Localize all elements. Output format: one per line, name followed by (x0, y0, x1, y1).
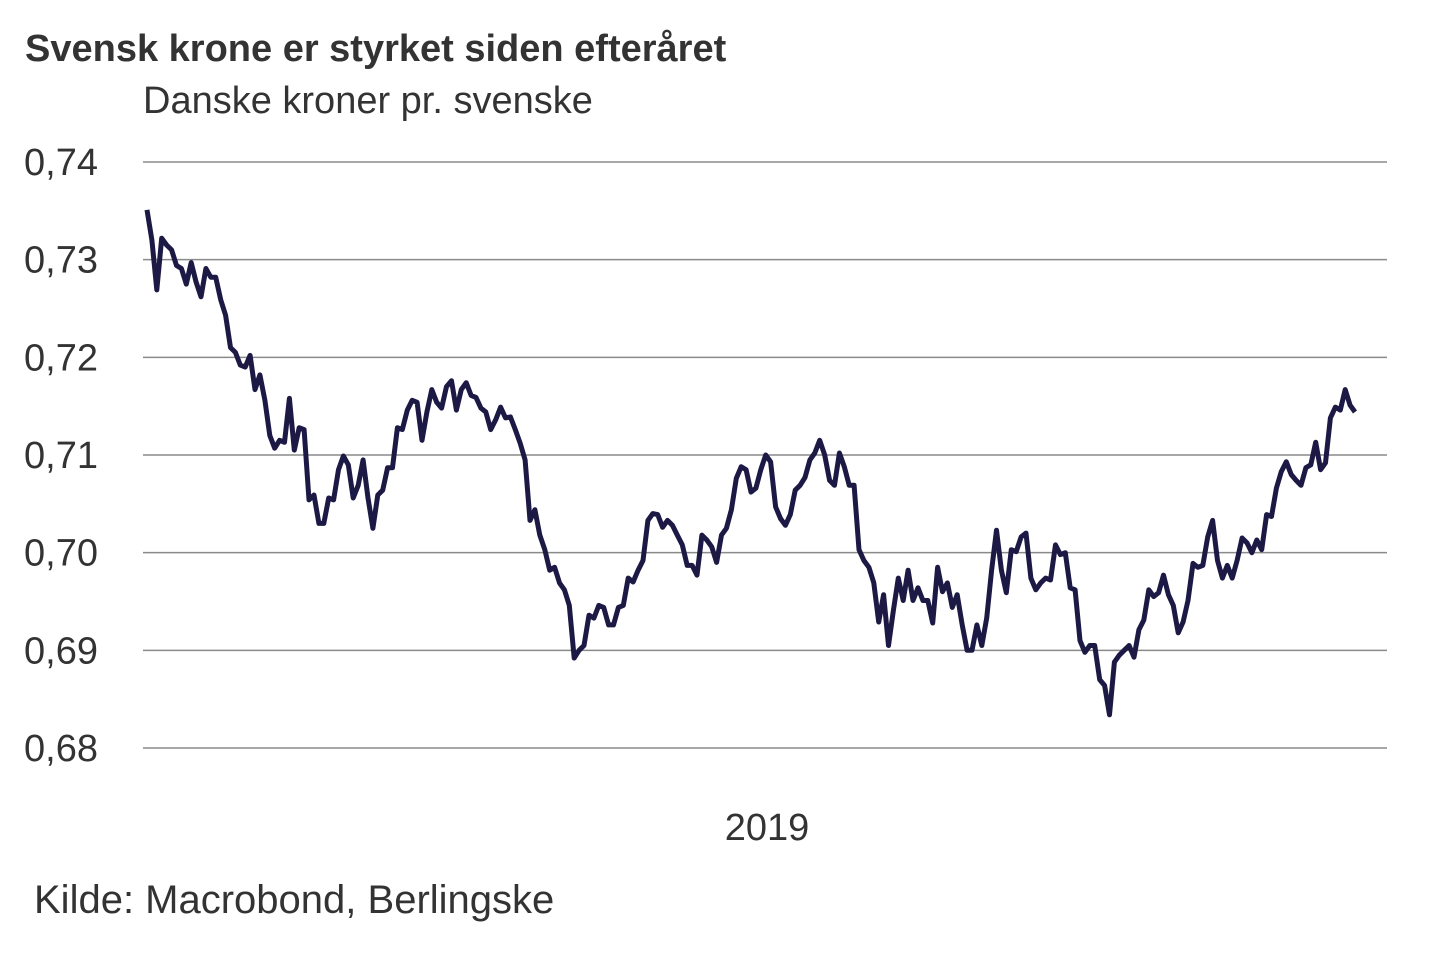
y-axis-ticks: 0,74 0,73 0,72 0,71 0,70 0,69 0,68 (24, 142, 98, 770)
y-tick-label: 0,73 (24, 240, 98, 282)
y-tick-label: 0,72 (24, 337, 98, 379)
chart-subtitle: Danske kroner pr. svenske (143, 80, 593, 122)
y-tick-label: 0,71 (24, 435, 98, 477)
chart-source: Kilde: Macrobond, Berlingske (34, 878, 555, 922)
y-tick-label: 0,70 (24, 533, 98, 575)
series-line-dkk-sek (144, 209, 1358, 718)
x-tick-label: 2019 (725, 807, 810, 849)
y-tick-label: 0,74 (24, 142, 98, 184)
chart-title: Svensk krone er styrket siden efteråret (25, 28, 727, 70)
y-tick-label: 0,68 (24, 728, 98, 770)
y-tick-label: 0,69 (24, 630, 98, 672)
x-axis-ticks: 2019 (725, 807, 810, 849)
gridlines (143, 161, 1387, 749)
